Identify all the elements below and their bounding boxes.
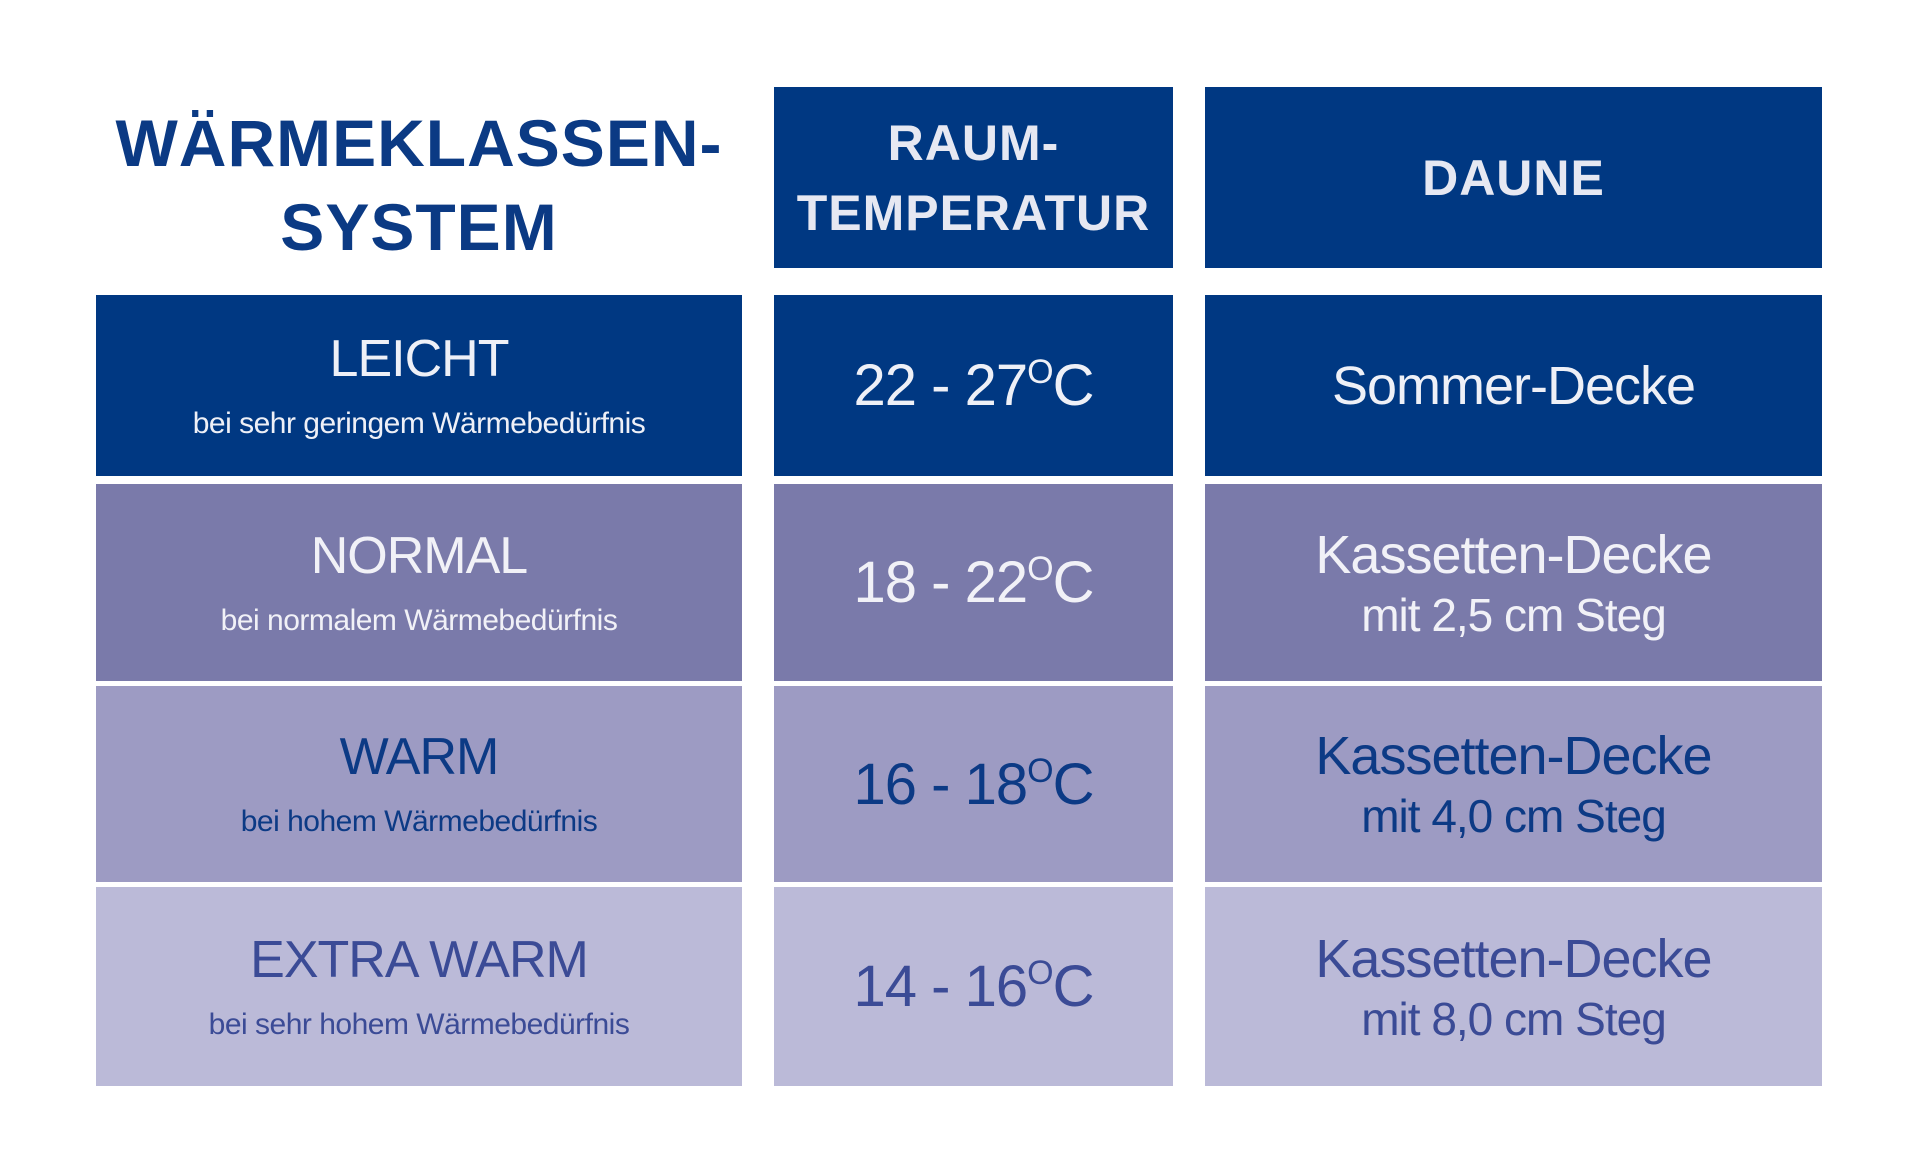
row-normal-class: NORMAL bei normalem Wärmebedürfnis (96, 484, 742, 681)
row-leicht-class: LEICHT bei sehr geringem Wärmebedürfnis (96, 295, 742, 476)
title-line-2: SYSTEM (280, 190, 558, 264)
row-normal-temp: 18 - 22OC (774, 484, 1173, 681)
row-leicht-temp: 22 - 27OC (774, 295, 1173, 476)
class-name: LEICHT (329, 329, 510, 388)
row-warm-daune: Kassetten-Decke mit 4,0 cm Steg (1205, 686, 1822, 882)
blanket-type: Kassetten-Decke (1315, 524, 1712, 585)
row-leicht-daune: Sommer-Decke (1205, 295, 1822, 476)
row-extra-warm-temp: 14 - 16OC (774, 887, 1173, 1086)
temperature-range: 22 - 27OC (853, 353, 1095, 418)
header-temp-line-1: RAUM- (887, 114, 1060, 171)
class-name: WARM (339, 728, 500, 786)
row-normal-daune: Kassetten-Decke mit 2,5 cm Steg (1205, 484, 1822, 681)
row-extra-warm-daune: Kassetten-Decke mit 8,0 cm Steg (1205, 887, 1822, 1086)
temperature-range: 14 - 16OC (853, 954, 1095, 1019)
header-daune-label: DAUNE (1422, 149, 1605, 206)
class-description: bei normalem Wärmebedürfnis (220, 603, 618, 637)
row-warm-temp: 16 - 18OC (774, 686, 1173, 882)
blanket-steg: mit 2,5 cm Steg (1361, 588, 1667, 641)
class-name: EXTRA WARM (250, 930, 589, 989)
temperature-range: 16 - 18OC (853, 751, 1095, 817)
row-extra-warm-class: EXTRA WARM bei sehr hohem Wärmebedürfnis (96, 887, 742, 1086)
header-daune: DAUNE (1205, 87, 1822, 268)
temperature-range: 18 - 22OC (853, 550, 1095, 615)
title-line-1: WÄRMEKLASSEN- (115, 106, 723, 180)
blanket-type: Kassetten-Decke (1315, 726, 1712, 786)
header-raumtemperatur: RAUM- TEMPERATUR (774, 87, 1173, 268)
class-name: NORMAL (310, 526, 528, 585)
class-description: bei sehr hohem Wärmebedürfnis (208, 1007, 630, 1041)
header-temp-line-2: TEMPERATUR (796, 184, 1151, 241)
blanket-type: Kassetten-Decke (1315, 928, 1712, 989)
blanket-steg: mit 8,0 cm Steg (1361, 992, 1667, 1045)
row-warm-class: WARM bei hohem Wärmebedürfnis (96, 686, 742, 882)
page-title: WÄRMEKLASSEN- SYSTEM (96, 100, 742, 270)
blanket-steg: mit 4,0 cm Steg (1361, 790, 1667, 842)
blanket-type: Sommer-Decke (1331, 355, 1696, 416)
class-description: bei sehr geringem Wärmebedürfnis (192, 406, 646, 440)
class-description: bei hohem Wärmebedürfnis (240, 805, 598, 838)
